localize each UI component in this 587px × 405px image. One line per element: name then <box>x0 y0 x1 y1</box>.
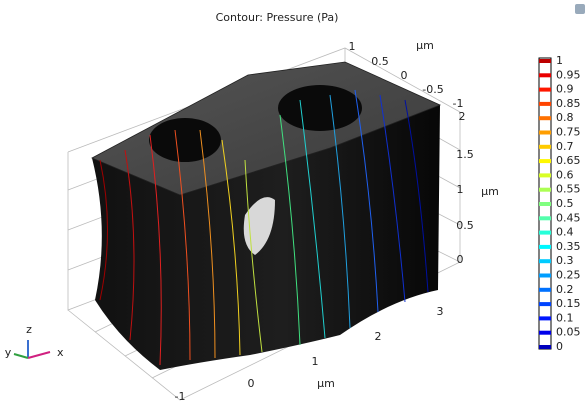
x-tick-label: 3 <box>437 305 444 318</box>
colorbar-swatch <box>539 345 551 349</box>
y-axis-unit: μm <box>416 39 434 52</box>
triad-label: z <box>26 323 32 336</box>
hole <box>278 85 362 131</box>
colorbar-swatch <box>539 131 551 135</box>
z-tick-label: 1.5 <box>456 148 474 161</box>
colorbar: 10.95 0.90.850.8 0.750.70.650.6 0.550.50.45… <box>539 54 581 353</box>
colorbar-tick-label: 0.05 <box>556 326 581 339</box>
z-tick-label: 2 <box>459 110 466 123</box>
colorbar-swatch <box>539 59 551 63</box>
colorbar-swatch <box>539 259 551 263</box>
colorbar-tick-label: 0.65 <box>556 154 581 167</box>
colorbar-swatch <box>539 102 551 106</box>
colorbar-swatch <box>539 316 551 320</box>
colorbar-tick-label: 0.15 <box>556 297 581 310</box>
colorbar-tick-label: 0.55 <box>556 183 581 196</box>
z-axis-unit: μm <box>481 185 499 198</box>
colorbar-swatch <box>539 331 551 335</box>
colorbar-swatch <box>539 288 551 292</box>
colorbar-swatch <box>539 145 551 149</box>
colorbar-swatch <box>539 173 551 177</box>
colorbar-tick-label: 0.85 <box>556 97 581 110</box>
colorbar-swatch <box>539 216 551 220</box>
y-tick-label: 0.5 <box>371 55 389 68</box>
x-tick-label: 1 <box>312 355 319 368</box>
y-tick-label: -0.5 <box>422 83 443 96</box>
colorbar-tick-label: 0 <box>556 340 563 353</box>
triad-label: y <box>5 346 12 359</box>
colorbar-tick-label: 0.95 <box>556 68 581 81</box>
colorbar-tick-label: 0.2 <box>556 283 574 296</box>
colorbar-swatch <box>539 73 551 77</box>
colorbar-swatch <box>539 116 551 120</box>
colorbar-tick-label: 1 <box>556 54 563 67</box>
colorbar-tick-label: 0.3 <box>556 254 574 267</box>
colorbar-tick-label: 0.9 <box>556 83 574 96</box>
y-tick-label: 1 <box>349 40 356 53</box>
z-tick-label: 1 <box>457 183 464 196</box>
colorbar-tick-label: 0.1 <box>556 311 574 324</box>
colorbar-tick-label: 0.6 <box>556 168 574 181</box>
y-tick-label: 0 <box>401 69 408 82</box>
colorbar-swatch <box>539 202 551 206</box>
x-tick-label: 0 <box>248 377 255 390</box>
colorbar-swatch <box>539 245 551 249</box>
colorbar-tick-label: 0.5 <box>556 197 574 210</box>
plot-window: Contour: Pressure (Pa) 1 0.5 0 -0.5 <box>0 0 587 405</box>
x-tick-label: -1 <box>175 390 186 403</box>
colorbar-swatch <box>539 88 551 92</box>
axis-triad: z x y <box>5 323 64 359</box>
toolbar-icon[interactable] <box>575 4 585 14</box>
hole <box>149 118 221 162</box>
colorbar-tick-label: 0.25 <box>556 269 581 282</box>
colorbar-tick-label: 0.35 <box>556 240 581 253</box>
colorbar-tick-label: 0.45 <box>556 211 581 224</box>
plot-title: Contour: Pressure (Pa) <box>216 11 339 24</box>
colorbar-swatch <box>539 159 551 163</box>
x-tick-label: 2 <box>375 330 382 343</box>
x-axis-unit: μm <box>317 377 335 390</box>
colorbar-tick-label: 0.75 <box>556 126 581 139</box>
colorbar-swatch <box>539 302 551 306</box>
colorbar-swatch <box>539 274 551 278</box>
colorbar-swatch <box>539 188 551 192</box>
colorbar-tick-label: 0.4 <box>556 226 574 239</box>
z-tick-label: 0 <box>457 253 464 266</box>
y-tick-label: -1 <box>453 97 464 110</box>
colorbar-tick-label: 0.8 <box>556 111 574 124</box>
colorbar-swatch <box>539 231 551 235</box>
colorbar-tick-label: 0.7 <box>556 140 574 153</box>
z-tick-label: 0.5 <box>456 219 474 232</box>
triad-label: x <box>57 346 64 359</box>
